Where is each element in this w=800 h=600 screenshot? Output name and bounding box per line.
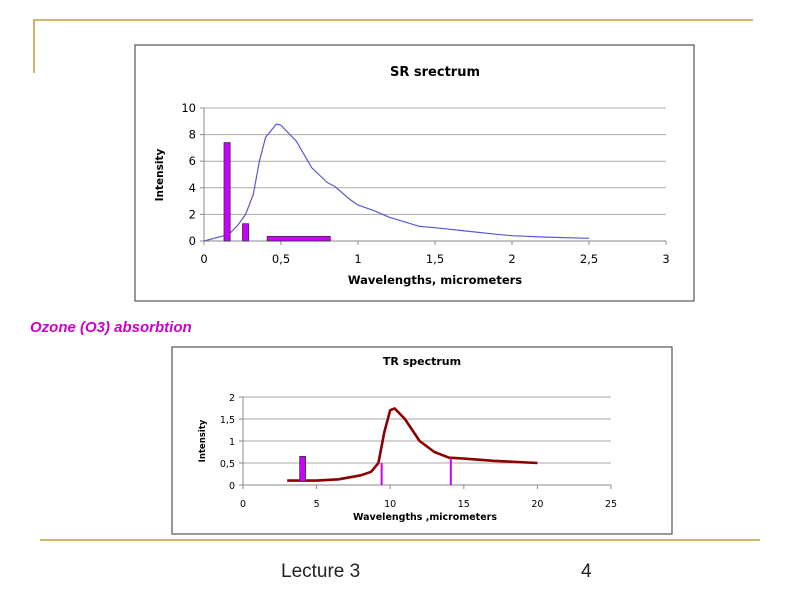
y-axis-label: Intensity: [154, 148, 166, 201]
x-tick-label: 1: [354, 252, 361, 266]
absorption-band-bar: [223, 142, 231, 242]
absorption-band-bar: [299, 455, 306, 482]
chart-title: SR srectrum: [390, 65, 480, 80]
absorption-band-bar: [380, 463, 383, 485]
x-tick-label: 2: [508, 252, 515, 266]
absorption-band-bar: [242, 223, 250, 242]
x-tick-label: 0: [240, 499, 246, 510]
y-tick-label: 0,5: [220, 459, 235, 470]
x-tick-label: 3: [662, 252, 669, 266]
ozone-caption: Ozone (O3) absorbtion: [30, 319, 192, 336]
x-tick-label: 20: [531, 499, 543, 510]
chart-1: SR srectrum 0 2 4 6 8 10 0 0,5 1 1,5 2 2,5 3 Wavelengt…: [134, 44, 695, 302]
x-tick-label: 15: [458, 499, 470, 510]
x-tick-label: 10: [384, 499, 396, 510]
series-line: [287, 407, 538, 482]
y-axis-label: Intensity: [198, 419, 208, 462]
y-tick-label: 0: [229, 481, 235, 492]
x-tick-label: 1,5: [426, 252, 444, 266]
x-tick-label: 5: [314, 499, 320, 510]
bottom-rule: [40, 539, 760, 541]
chart-frame: [134, 44, 695, 302]
page-number: 4: [581, 561, 592, 582]
x-tick-label: 2,5: [580, 252, 598, 266]
y-tick-label: 6: [189, 154, 196, 168]
footer-label: Lecture 3: [281, 561, 361, 582]
x-axis-label: Wavelengths, micrometers: [348, 273, 522, 287]
chart-title: TR spectrum: [383, 355, 461, 368]
top-rule: [33, 19, 753, 21]
y-tick-label: 4: [189, 181, 196, 195]
y-tick-label: 2: [189, 207, 196, 221]
y-tick-label: 1: [229, 437, 235, 448]
y-tick-label: 2: [229, 393, 235, 404]
x-tick-label: 0: [200, 252, 207, 266]
y-tick-label: 0: [189, 234, 196, 248]
absorption-band-bar: [449, 458, 452, 485]
series-line: [203, 123, 590, 242]
absorption-band-bar: [266, 235, 331, 242]
y-tick-label: 10: [181, 101, 196, 115]
x-tick-label: 25: [605, 499, 617, 510]
left-rule: [33, 19, 35, 73]
y-tick-label: 1,5: [220, 415, 235, 426]
x-axis-label: Wavelengths ,micrometers: [353, 512, 497, 523]
x-tick-label: 0,5: [272, 252, 290, 266]
y-tick-label: 8: [189, 128, 196, 142]
